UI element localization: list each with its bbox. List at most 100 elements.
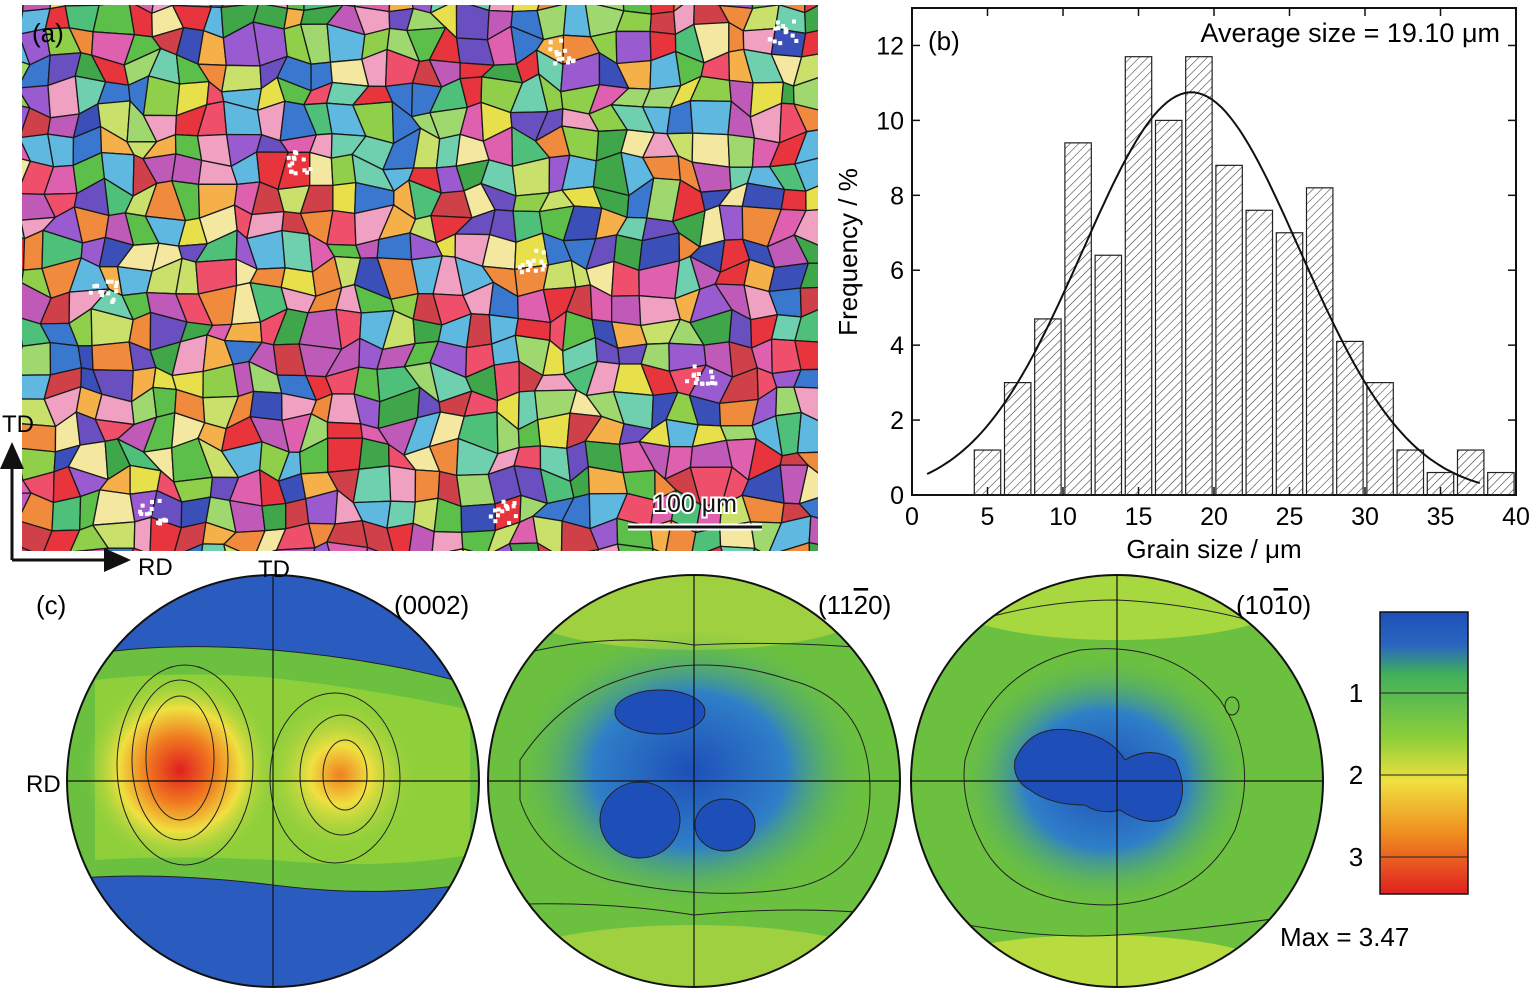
x-axis-label: Grain size / μm bbox=[1126, 534, 1301, 564]
pf-rd-label: RD bbox=[26, 771, 61, 798]
grain bbox=[792, 77, 818, 111]
pf-title-0002: (0002) bbox=[394, 590, 469, 620]
grain bbox=[275, 547, 316, 551]
unindexed-point bbox=[302, 168, 307, 173]
grain bbox=[326, 421, 364, 439]
unindexed-point bbox=[496, 507, 501, 512]
x-tick-label: 0 bbox=[905, 503, 919, 531]
grain bbox=[386, 522, 414, 551]
unindexed-point bbox=[513, 514, 518, 519]
unindexed-point bbox=[557, 52, 562, 57]
panel-c: (c) TD RD (0002) bbox=[26, 556, 1469, 988]
y-tick-label: 4 bbox=[890, 332, 904, 360]
x-tick-label: 25 bbox=[1276, 503, 1304, 531]
histogram-bar bbox=[1034, 318, 1062, 496]
grain bbox=[22, 10, 24, 20]
pf-title-11-20: (1120) bbox=[818, 590, 891, 620]
grain bbox=[22, 521, 53, 551]
unindexed-point bbox=[548, 40, 553, 45]
unindexed-point bbox=[106, 291, 111, 296]
grain bbox=[388, 465, 417, 503]
unindexed-point bbox=[778, 41, 783, 46]
grain bbox=[448, 547, 464, 551]
unindexed-point bbox=[308, 167, 313, 172]
histogram-bar bbox=[1154, 119, 1183, 496]
unindexed-point bbox=[705, 381, 710, 386]
unindexed-point bbox=[556, 57, 561, 62]
grain bbox=[665, 554, 695, 576]
unindexed-point bbox=[488, 514, 493, 519]
unindexed-point bbox=[775, 20, 780, 25]
unindexed-point bbox=[563, 48, 568, 53]
unindexed-point bbox=[114, 289, 119, 294]
unindexed-point bbox=[493, 519, 498, 524]
grain bbox=[616, 543, 654, 551]
grain bbox=[719, 545, 756, 551]
histogram-bar bbox=[1487, 471, 1515, 496]
grain bbox=[835, 334, 859, 369]
grain bbox=[798, 497, 818, 519]
unindexed-point bbox=[526, 268, 531, 273]
unindexed-point bbox=[772, 39, 777, 44]
grain bbox=[220, 64, 263, 93]
grain bbox=[566, 0, 597, 4]
grain bbox=[74, 547, 110, 551]
x-tick-label: 15 bbox=[1125, 503, 1153, 531]
grain bbox=[820, 28, 856, 64]
histogram-bar bbox=[1215, 164, 1243, 496]
x-tick-label: 10 bbox=[1049, 503, 1077, 531]
y-tick-label: 6 bbox=[890, 257, 904, 285]
unindexed-point bbox=[114, 280, 119, 285]
unindexed-point bbox=[541, 250, 546, 255]
grain bbox=[129, 464, 162, 495]
grain bbox=[793, 129, 818, 165]
unindexed-point bbox=[794, 38, 799, 43]
grain bbox=[808, 515, 818, 546]
y-axis-ticks: 0 2 4 6 8 10 12 bbox=[876, 32, 1516, 510]
unindexed-point bbox=[110, 299, 115, 304]
grain bbox=[494, 542, 513, 551]
grain bbox=[92, 5, 136, 36]
histogram-bar bbox=[1124, 56, 1153, 496]
y-tick-label: 12 bbox=[876, 32, 904, 60]
unindexed-point bbox=[305, 170, 310, 175]
unindexed-point bbox=[517, 265, 522, 270]
unindexed-point bbox=[158, 518, 163, 523]
x-tick-label: 30 bbox=[1351, 503, 1379, 531]
unindexed-point bbox=[555, 52, 560, 57]
grain bbox=[228, 499, 266, 534]
grain bbox=[779, 541, 811, 551]
x-tick-label: 5 bbox=[981, 503, 995, 531]
unindexed-point bbox=[147, 511, 152, 516]
unindexed-point bbox=[149, 506, 154, 511]
grain bbox=[462, 547, 474, 551]
plot-frame bbox=[911, 7, 1517, 496]
unindexed-point bbox=[99, 290, 104, 295]
unindexed-point bbox=[289, 169, 294, 174]
grain bbox=[131, 547, 144, 551]
y-axis-label: Frequency / % bbox=[833, 168, 863, 336]
unindexed-point bbox=[713, 381, 718, 386]
grain bbox=[649, 10, 677, 36]
grain bbox=[408, 522, 435, 551]
grain bbox=[249, 390, 283, 422]
unindexed-point bbox=[691, 373, 696, 378]
grain bbox=[22, 5, 24, 13]
grain bbox=[615, 30, 652, 65]
grain bbox=[22, 339, 24, 347]
grain bbox=[22, 237, 26, 272]
unindexed-point bbox=[286, 155, 291, 160]
unindexed-point bbox=[500, 509, 505, 514]
unindexed-point bbox=[554, 50, 559, 55]
unindexed-point bbox=[88, 290, 93, 295]
unindexed-point bbox=[534, 248, 539, 253]
grain bbox=[829, 0, 855, 30]
grain bbox=[719, 424, 758, 442]
grain bbox=[184, 542, 204, 551]
unindexed-point bbox=[291, 155, 296, 160]
unindexed-point bbox=[100, 293, 105, 298]
grain bbox=[536, 412, 571, 450]
unindexed-point bbox=[768, 37, 773, 42]
grain bbox=[461, 529, 497, 551]
grain bbox=[652, 547, 660, 551]
